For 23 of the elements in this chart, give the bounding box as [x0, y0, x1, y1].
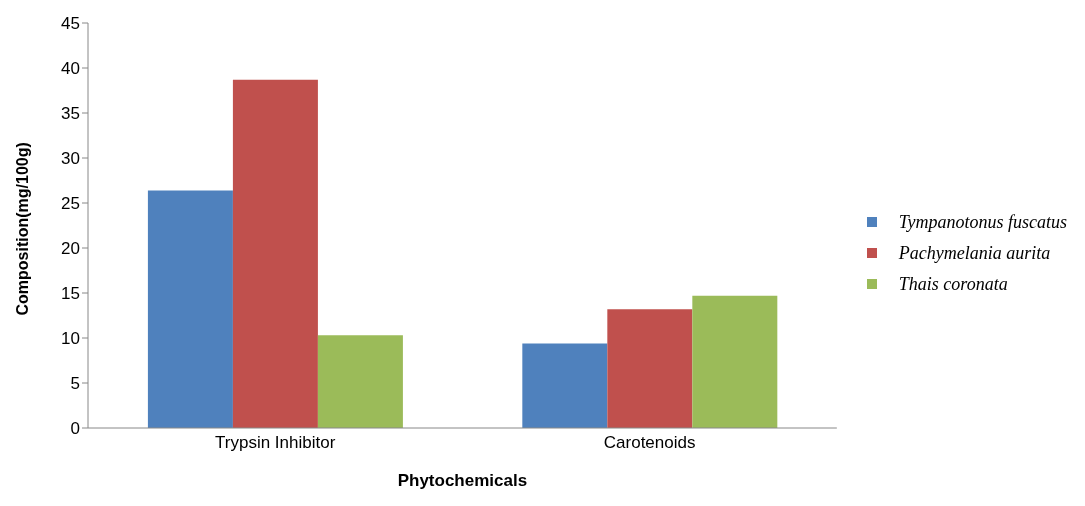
bar [607, 309, 693, 428]
bar [522, 343, 608, 428]
y-axis-title: Composition(mg/100g) [13, 142, 31, 316]
legend-label: Thais coronata [898, 273, 1008, 295]
y-tick-label: 30 [61, 149, 80, 169]
bar [147, 190, 233, 428]
y-tick-label: 5 [70, 374, 80, 394]
y-tick-label: 20 [61, 239, 80, 259]
y-tick-label: 0 [70, 419, 80, 439]
y-tick-label: 15 [61, 284, 80, 304]
bar [317, 335, 403, 428]
legend-label: Pachymelania aurita [898, 242, 1051, 264]
y-tick-label: 40 [61, 59, 80, 79]
bar [232, 79, 318, 428]
y-tick-label: 35 [61, 104, 80, 124]
bar [692, 295, 778, 428]
x-axis-title: Phytochemicals [397, 471, 528, 490]
legend-label: Tympanotonus fuscatus [898, 211, 1067, 233]
y-tick-label: 25 [61, 194, 80, 214]
x-tick-label: Trypsin Inhibitor [215, 433, 336, 453]
y-tick-label: 10 [61, 329, 80, 349]
x-tick-label: Carotenoids [603, 433, 696, 453]
y-tick-label: 45 [61, 14, 80, 34]
